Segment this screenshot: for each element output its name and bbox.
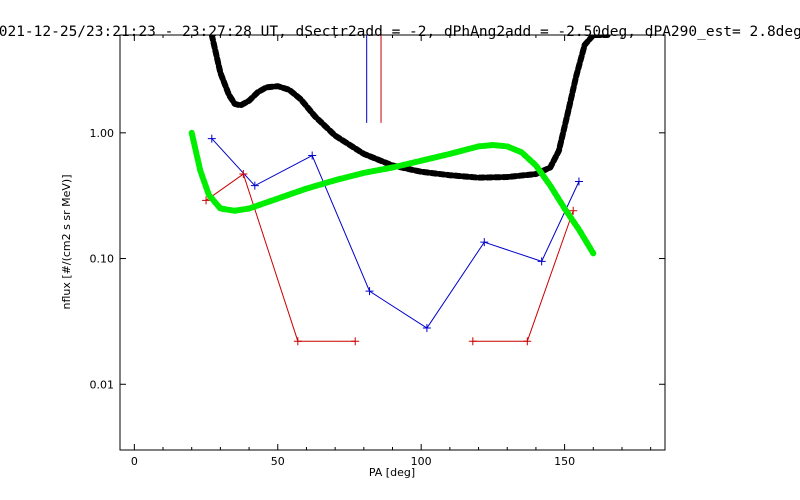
y-tick-label: 0.01 (90, 378, 115, 391)
x-tick-label: 100 (411, 455, 432, 468)
data-series (188, 35, 611, 346)
x-tick-label: 150 (554, 455, 575, 468)
data-point (523, 337, 532, 346)
y-axis-label: nflux [#/(cm2 s sr MeV)] (60, 175, 73, 310)
data-point (239, 170, 248, 179)
y-tick-label: 1.00 (90, 127, 115, 140)
data-point (250, 181, 259, 190)
x-axis-label: PA [deg] (369, 466, 415, 479)
x-tick-label: 50 (271, 455, 285, 468)
data-point (422, 324, 431, 333)
data-point (365, 287, 374, 296)
data-point (468, 337, 477, 346)
vertical-markers (366, 35, 382, 123)
y-axis-ticks: 0.01 0.10 1.00 (90, 127, 665, 391)
series-line (205, 173, 356, 342)
model-curve-black (208, 35, 611, 181)
data-point (293, 337, 302, 346)
data-point (480, 238, 489, 247)
x-tick-label: 0 (131, 455, 138, 468)
data-point (202, 196, 211, 205)
y-tick-label: 0.10 (90, 253, 115, 266)
data-point (351, 337, 360, 346)
plot-frame (119, 34, 666, 451)
data-point (207, 134, 216, 143)
data-point (574, 177, 583, 186)
data-point (308, 151, 317, 160)
data-point (569, 206, 578, 215)
data-point (537, 257, 546, 266)
x-axis-ticks: 0 50 100 150 (131, 35, 652, 468)
series-line (472, 210, 574, 342)
fit-curve-green (188, 129, 597, 257)
series-line (211, 138, 580, 329)
